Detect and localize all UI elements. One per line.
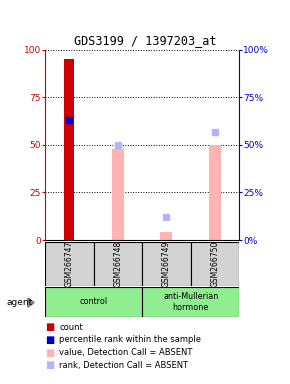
Text: GDS3199 / 1397203_at: GDS3199 / 1397203_at (74, 34, 216, 47)
Text: control: control (79, 297, 108, 306)
Bar (45, 242, 93, 286)
Text: value, Detection Call = ABSENT: value, Detection Call = ABSENT (59, 348, 193, 357)
Text: GSM266748: GSM266748 (113, 241, 122, 287)
Text: count: count (59, 323, 83, 332)
Text: GSM266750: GSM266750 (211, 241, 220, 287)
Bar (64, 60, 74, 240)
Text: GSM266747: GSM266747 (65, 241, 74, 287)
Text: rank, Detection Call = ABSENT: rank, Detection Call = ABSENT (59, 361, 188, 370)
Text: ■: ■ (45, 348, 54, 358)
Bar (93, 242, 142, 286)
Text: agent: agent (6, 298, 33, 307)
Text: ■: ■ (45, 322, 54, 332)
Bar (209, 145, 221, 240)
Text: anti-Mullerian
hormone: anti-Mullerian hormone (163, 292, 218, 311)
Bar (142, 287, 239, 317)
Bar (45, 287, 142, 317)
Text: ■: ■ (45, 335, 54, 345)
Text: percentile rank within the sample: percentile rank within the sample (59, 335, 202, 344)
Text: ■: ■ (45, 360, 54, 370)
Bar (112, 149, 124, 240)
Bar (142, 242, 191, 286)
Polygon shape (28, 298, 34, 307)
Bar (160, 232, 173, 240)
Bar (191, 242, 239, 286)
Text: GSM266749: GSM266749 (162, 241, 171, 287)
